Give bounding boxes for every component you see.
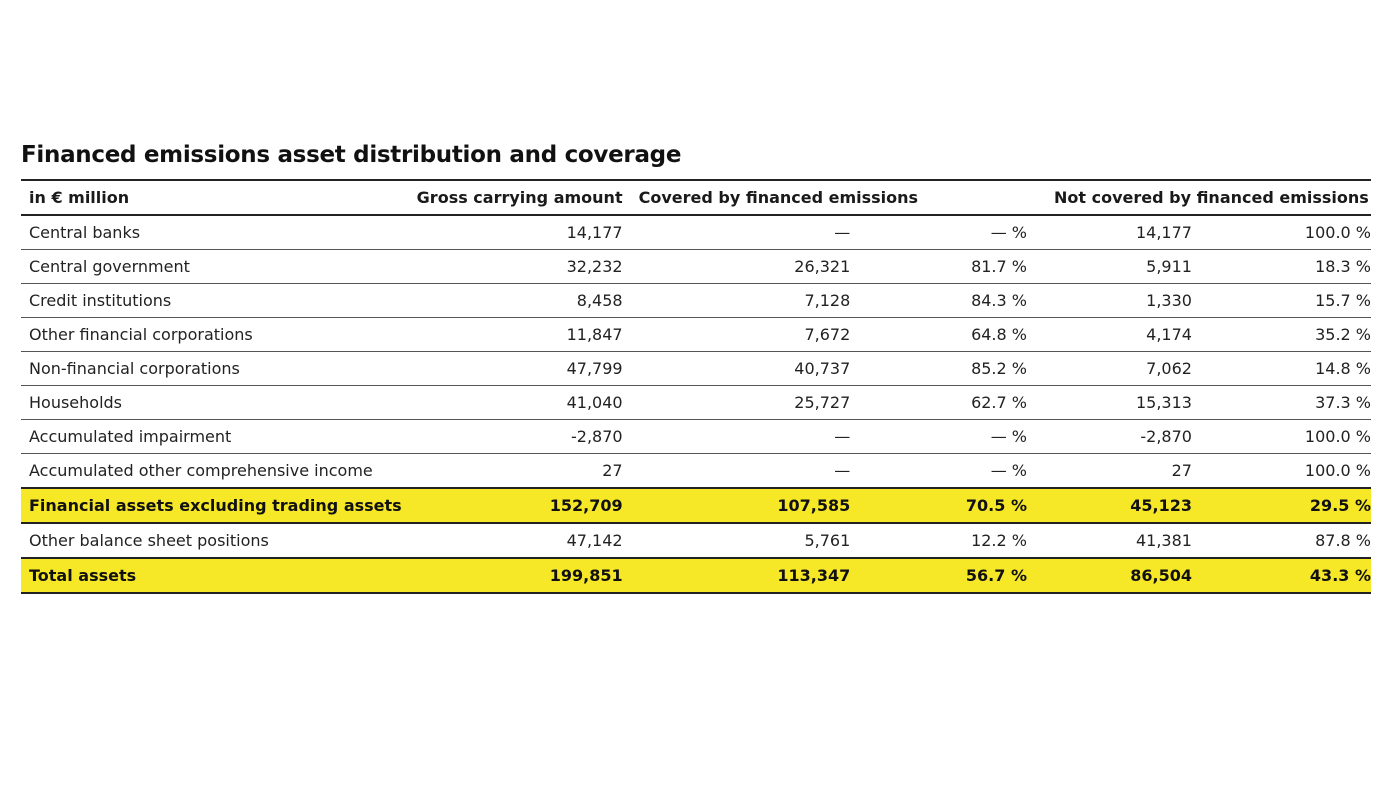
not-covered-amount: 27 bbox=[1026, 453, 1192, 489]
covered-amount: — bbox=[622, 419, 851, 454]
table-row: Non-financial corporations 47,799 40,737 85… bbox=[21, 351, 1371, 386]
not-covered-percent: 43.3 % bbox=[1191, 558, 1371, 594]
covered-percent: 84.3 % bbox=[850, 283, 1027, 318]
row-label: Households bbox=[21, 385, 402, 420]
table-row: Financial assets excluding trading asset… bbox=[21, 488, 1371, 524]
not-covered-percent: 29.5 % bbox=[1191, 488, 1371, 524]
header-not-covered: Not covered by financed emissions bbox=[1026, 180, 1371, 216]
not-covered-amount: 15,313 bbox=[1026, 385, 1192, 420]
table-row: Credit institutions 8,458 7,128 84.3 % 1,330… bbox=[21, 283, 1371, 318]
header-gross: Gross carrying amount bbox=[401, 180, 623, 216]
gross-carrying-amount: 27 bbox=[401, 453, 623, 489]
row-label: Central government bbox=[21, 249, 402, 284]
table-row: Households 41,040 25,727 62.7 % 15,313 37.3 % bbox=[21, 385, 1371, 420]
table-title: Financed emissions asset distribution an… bbox=[21, 142, 682, 168]
not-covered-percent: 15.7 % bbox=[1191, 283, 1371, 318]
covered-percent: 64.8 % bbox=[850, 317, 1027, 352]
covered-percent: 62.7 % bbox=[850, 385, 1027, 420]
covered-amount: 26,321 bbox=[622, 249, 851, 284]
row-label: Accumulated other comprehensive income bbox=[21, 453, 402, 489]
covered-percent: — % bbox=[850, 419, 1027, 454]
not-covered-percent: 87.8 % bbox=[1191, 523, 1371, 559]
header-row: in € million Gross carrying amount Cover… bbox=[21, 180, 1371, 216]
covered-amount: 7,128 bbox=[622, 283, 851, 318]
not-covered-percent: 14.8 % bbox=[1191, 351, 1371, 386]
row-label: Credit institutions bbox=[21, 283, 402, 318]
table-row: Other balance sheet positions 47,142 5,761… bbox=[21, 523, 1371, 559]
not-covered-amount: 86,504 bbox=[1026, 558, 1192, 594]
table-row: Accumulated other comprehensive income 27… bbox=[21, 453, 1371, 489]
table-row: Total assets 199,851 113,347 56.7 % 86,504 43… bbox=[21, 558, 1371, 594]
gross-carrying-amount: 11,847 bbox=[401, 317, 623, 352]
covered-percent: — % bbox=[850, 215, 1027, 250]
row-label: Financial assets excluding trading asset… bbox=[21, 488, 402, 524]
not-covered-amount: 7,062 bbox=[1026, 351, 1192, 386]
not-covered-percent: 100.0 % bbox=[1191, 215, 1371, 250]
covered-percent: 12.2 % bbox=[850, 523, 1027, 559]
covered-percent: — % bbox=[850, 453, 1027, 489]
gross-carrying-amount: 14,177 bbox=[401, 215, 623, 250]
covered-percent: 56.7 % bbox=[850, 558, 1027, 594]
not-covered-amount: 5,911 bbox=[1026, 249, 1192, 284]
row-label: Other balance sheet positions bbox=[21, 523, 402, 559]
table-row: Other financial corporations 11,847 7,672 6… bbox=[21, 317, 1371, 352]
gross-carrying-amount: 41,040 bbox=[401, 385, 623, 420]
not-covered-percent: 18.3 % bbox=[1191, 249, 1371, 284]
not-covered-amount: 4,174 bbox=[1026, 317, 1192, 352]
gross-carrying-amount: -2,870 bbox=[401, 419, 623, 454]
not-covered-amount: -2,870 bbox=[1026, 419, 1192, 454]
not-covered-percent: 37.3 % bbox=[1191, 385, 1371, 420]
row-label: Central banks bbox=[21, 215, 402, 250]
covered-amount: 40,737 bbox=[622, 351, 851, 386]
table-row: Central government 32,232 26,321 81.7 % 5,91… bbox=[21, 249, 1371, 284]
row-label: Other financial corporations bbox=[21, 317, 402, 352]
covered-percent: 85.2 % bbox=[850, 351, 1027, 386]
covered-amount: 7,672 bbox=[622, 317, 851, 352]
not-covered-percent: 100.0 % bbox=[1191, 453, 1371, 489]
not-covered-percent: 35.2 % bbox=[1191, 317, 1371, 352]
covered-amount: 107,585 bbox=[622, 488, 851, 524]
gross-carrying-amount: 47,799 bbox=[401, 351, 623, 386]
not-covered-amount: 41,381 bbox=[1026, 523, 1192, 559]
header-unit: in € million bbox=[21, 180, 402, 216]
table-row: Accumulated impairment -2,870— — % -2,870 10… bbox=[21, 419, 1371, 454]
header-covered: Covered by financed emissions bbox=[622, 180, 1027, 216]
covered-percent: 81.7 % bbox=[850, 249, 1027, 284]
covered-amount: 113,347 bbox=[622, 558, 851, 594]
covered-percent: 70.5 % bbox=[850, 488, 1027, 524]
not-covered-percent: 100.0 % bbox=[1191, 419, 1371, 454]
gross-carrying-amount: 32,232 bbox=[401, 249, 623, 284]
gross-carrying-amount: 199,851 bbox=[401, 558, 623, 594]
gross-carrying-amount: 152,709 bbox=[401, 488, 623, 524]
covered-amount: — bbox=[622, 215, 851, 250]
row-label: Non-financial corporations bbox=[21, 351, 402, 386]
row-label: Accumulated impairment bbox=[21, 419, 402, 454]
covered-amount: 25,727 bbox=[622, 385, 851, 420]
gross-carrying-amount: 8,458 bbox=[401, 283, 623, 318]
covered-amount: 5,761 bbox=[622, 523, 851, 559]
not-covered-amount: 14,177 bbox=[1026, 215, 1192, 250]
emissions-table: in € million Gross carrying amount Cover… bbox=[21, 179, 1371, 594]
covered-amount: — bbox=[622, 453, 851, 489]
row-label: Total assets bbox=[21, 558, 402, 594]
table-row: Central banks 14,177— — % 14,177 100.0 % bbox=[21, 215, 1371, 250]
not-covered-amount: 45,123 bbox=[1026, 488, 1192, 524]
gross-carrying-amount: 47,142 bbox=[401, 523, 623, 559]
not-covered-amount: 1,330 bbox=[1026, 283, 1192, 318]
